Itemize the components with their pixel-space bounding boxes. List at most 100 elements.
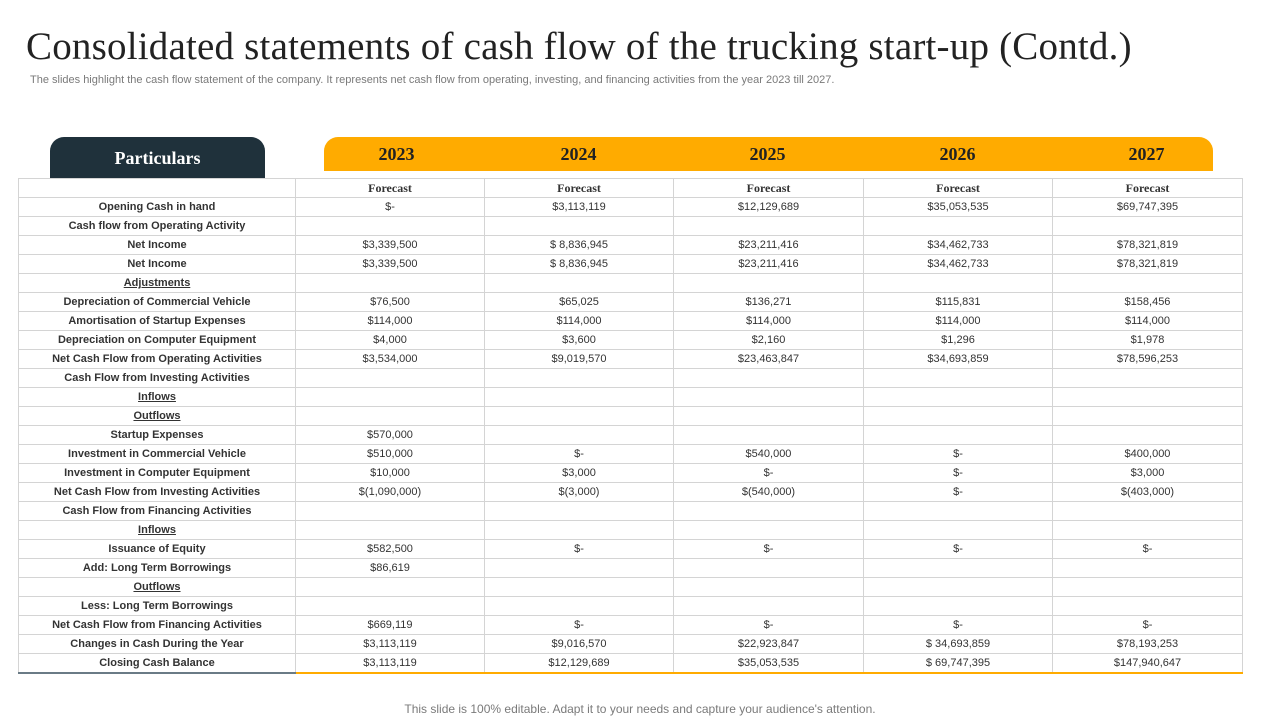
cell-2024: $9,016,570 <box>484 634 674 654</box>
row-label: Net Cash Flow from Financing Activities <box>18 615 296 635</box>
cell-2027: $- <box>1052 539 1243 559</box>
cell-2023 <box>295 577 485 597</box>
table-row: Depreciation of Commercial Vehicle $76,50… <box>18 292 1243 312</box>
cell-2027 <box>1052 273 1243 293</box>
forecast-label: Forecast <box>295 178 485 198</box>
row-label: Issuance of Equity <box>18 539 296 559</box>
row-label: Closing Cash Balance <box>18 653 296 674</box>
cell-2027: $1,978 <box>1052 330 1243 350</box>
cell-2025 <box>673 596 864 616</box>
cell-2027 <box>1052 596 1243 616</box>
cell-2024 <box>484 368 674 388</box>
row-label: Startup Expenses <box>18 425 296 445</box>
cell-2023 <box>295 216 485 236</box>
row-label: Outflows <box>18 577 296 597</box>
cell-2023: $3,339,500 <box>295 235 485 255</box>
cell-2024 <box>484 577 674 597</box>
table-row: Startup Expenses $570,000 <box>18 425 1243 445</box>
year-header-2026: 2026 <box>939 143 976 164</box>
cell-2023 <box>295 406 485 426</box>
year-header-2023: 2023 <box>378 143 415 164</box>
table-row: Issuance of Equity $582,500 $- $- $- $- <box>18 539 1243 559</box>
forecast-row: Forecast Forecast Forecast Forecast Fore… <box>18 178 1243 198</box>
cell-2024: $9,019,570 <box>484 349 674 369</box>
cell-2026 <box>863 520 1053 540</box>
table-row: Inflows <box>18 387 1243 407</box>
row-label: Net Cash Flow from Investing Activities <box>18 482 296 502</box>
cell-2027 <box>1052 406 1243 426</box>
year-header-2025: 2025 <box>749 143 786 164</box>
table-row: Net Income $3,339,500 $ 8,836,945 $23,211,4… <box>18 235 1243 255</box>
cell-2026 <box>863 273 1053 293</box>
table-row: Less: Long Term Borrowings <box>18 596 1243 616</box>
cell-2024 <box>484 216 674 236</box>
table-row: Add: Long Term Borrowings $86,619 <box>18 558 1243 578</box>
cell-2026: $- <box>863 539 1053 559</box>
cell-2026: $34,693,859 <box>863 349 1053 369</box>
cell-2026 <box>863 596 1053 616</box>
cell-2025 <box>673 273 864 293</box>
cell-2026 <box>863 387 1053 407</box>
cell-2026: $- <box>863 615 1053 635</box>
cell-2024: $3,600 <box>484 330 674 350</box>
cell-2026 <box>863 368 1053 388</box>
cell-2026 <box>863 577 1053 597</box>
cell-2024: $3,113,119 <box>484 197 674 217</box>
cell-2023 <box>295 501 485 521</box>
cell-2026: $ 69,747,395 <box>863 653 1053 674</box>
cell-2025: $35,053,535 <box>673 653 864 674</box>
cell-2023: $86,619 <box>295 558 485 578</box>
table-row: Opening Cash in hand $- $3,113,119 $12,129,… <box>18 197 1243 217</box>
footer-note: This slide is 100% editable. Adapt it to… <box>404 702 876 716</box>
row-label: Opening Cash in hand <box>18 197 296 217</box>
cell-2025 <box>673 558 864 578</box>
cell-2025: $- <box>673 539 864 559</box>
cell-2027 <box>1052 577 1243 597</box>
table-row: Net Cash Flow from Operating Activities $… <box>18 349 1243 369</box>
cell-2025 <box>673 387 864 407</box>
cell-2025: $12,129,689 <box>673 197 864 217</box>
cell-2027: $147,940,647 <box>1052 653 1243 674</box>
table-row: Net Income $3,339,500 $ 8,836,945 $23,211,4… <box>18 254 1243 274</box>
cell-2026: $- <box>863 444 1053 464</box>
cell-2023: $4,000 <box>295 330 485 350</box>
cell-2027: $78,193,253 <box>1052 634 1243 654</box>
row-label: Net Income <box>18 254 296 274</box>
table-row: Adjustments <box>18 273 1243 293</box>
cell-2025: $114,000 <box>673 311 864 331</box>
row-label: Inflows <box>18 387 296 407</box>
table-row: Changes in Cash During the Year $3,113,11… <box>18 634 1243 654</box>
cell-2023: $570,000 <box>295 425 485 445</box>
cell-2026 <box>863 501 1053 521</box>
cell-2023 <box>295 368 485 388</box>
page-subtitle: The slides highlight the cash flow state… <box>30 74 835 86</box>
cell-2024: $114,000 <box>484 311 674 331</box>
cell-2023: $582,500 <box>295 539 485 559</box>
cell-2023: $510,000 <box>295 444 485 464</box>
page-title: Consolidated statements of cash flow of … <box>26 25 1132 68</box>
forecast-label: Forecast <box>484 178 674 198</box>
cell-2023 <box>295 520 485 540</box>
cell-2024 <box>484 558 674 578</box>
cell-2026: $- <box>863 482 1053 502</box>
forecast-label: Forecast <box>1052 178 1243 198</box>
cell-2026: $34,462,733 <box>863 235 1053 255</box>
cell-2025: $23,211,416 <box>673 254 864 274</box>
row-label: Cash Flow from Financing Activities <box>18 501 296 521</box>
year-header-2027: 2027 <box>1128 143 1165 164</box>
cell-2026: $34,462,733 <box>863 254 1053 274</box>
cell-2023: $114,000 <box>295 311 485 331</box>
cell-2024 <box>484 406 674 426</box>
table-row: Closing Cash Balance $3,113,119 $12,129,68… <box>18 653 1243 674</box>
cell-2024 <box>484 520 674 540</box>
table-row: Cash flow from Operating Activity <box>18 216 1243 236</box>
row-label: Cash Flow from Investing Activities <box>18 368 296 388</box>
cell-2027: $69,747,395 <box>1052 197 1243 217</box>
cell-2024: $(3,000) <box>484 482 674 502</box>
cell-2026: $115,831 <box>863 292 1053 312</box>
cell-2024: $- <box>484 539 674 559</box>
cell-2027: $(403,000) <box>1052 482 1243 502</box>
cell-2025: $2,160 <box>673 330 864 350</box>
row-label: Net Cash Flow from Operating Activities <box>18 349 296 369</box>
cell-2026 <box>863 425 1053 445</box>
